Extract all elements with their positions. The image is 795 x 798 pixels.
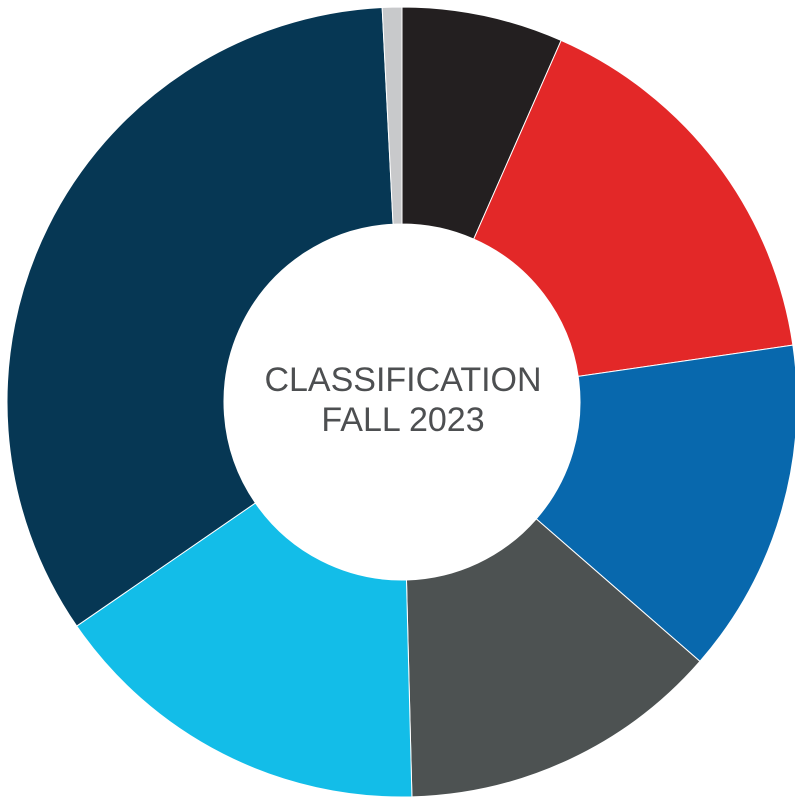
slices	[6, 6, 795, 798]
donut-slice	[473, 39, 794, 377]
donut-slice	[76, 502, 413, 798]
donut-slice	[535, 344, 795, 663]
donut-slice	[381, 6, 403, 225]
donut-slice	[6, 6, 394, 627]
center-title-line: CLASSIFICATION	[264, 361, 541, 399]
donut-slice	[405, 518, 701, 798]
center-title-line: FALL 2023	[321, 401, 484, 439]
